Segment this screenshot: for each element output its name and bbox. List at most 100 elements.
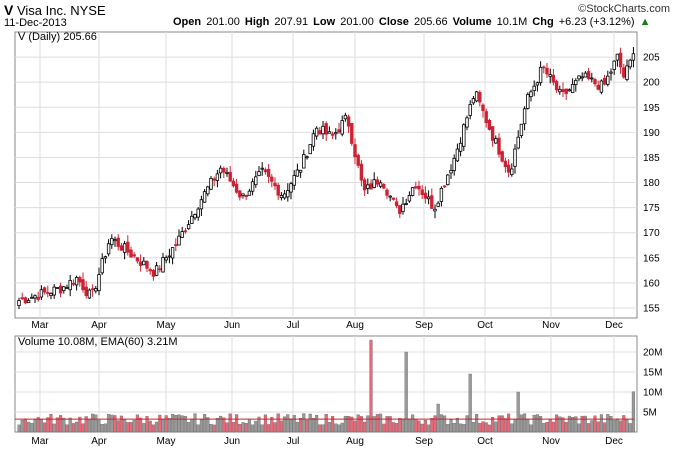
price-tick-label: 170: [643, 228, 660, 239]
candle-body: [308, 144, 312, 155]
candle-body: [241, 193, 245, 196]
candle-body: [282, 193, 287, 199]
volume-bar: [503, 418, 507, 433]
volume-label: Volume: [452, 16, 492, 28]
volume-bar: [196, 424, 200, 433]
volume-bar: [241, 422, 245, 433]
volume-month-label: Sep: [415, 436, 433, 447]
candle-body: [414, 186, 418, 189]
volume-bar: [468, 373, 472, 433]
candle-body: [503, 160, 508, 168]
candle-body: [510, 168, 514, 176]
volume-bar: [180, 415, 184, 433]
candle-body: [455, 148, 460, 162]
candle-body: [401, 203, 405, 212]
candle-body: [564, 88, 568, 95]
candle-body: [372, 179, 376, 188]
candle-body: [321, 125, 325, 135]
volume-bar: [593, 415, 597, 433]
volume-bar: [158, 414, 162, 433]
candle-body: [129, 249, 133, 258]
volume-bar: [372, 416, 376, 433]
volume-bar: [129, 422, 133, 433]
volume-bar: [206, 417, 210, 433]
volume-bar: [279, 420, 283, 433]
candle-body: [398, 205, 402, 215]
volume-bar: [119, 415, 123, 433]
volume-bar: [331, 416, 335, 433]
volume-bar: [420, 423, 424, 433]
candle-body: [359, 163, 364, 181]
volume-bar: [318, 424, 322, 433]
volume-month-label: Oct: [477, 436, 493, 447]
candle-body: [39, 289, 44, 298]
candle-body: [609, 71, 613, 74]
price-month-label: Jul: [287, 320, 300, 331]
chg-value: +6.23 (+3.12%): [558, 16, 635, 28]
candle-body: [145, 260, 149, 269]
volume-bar: [20, 420, 24, 433]
open-label: Open: [173, 16, 202, 28]
candle-body: [212, 178, 216, 181]
candle-body: [122, 243, 127, 253]
candle-body: [350, 122, 354, 144]
symbol-title: V Visa Inc. NYSE: [4, 2, 106, 18]
candle-body: [244, 194, 248, 198]
volume-bar: [475, 413, 479, 433]
candle-body: [151, 270, 156, 277]
candle-body: [100, 258, 104, 274]
volume-bar: [302, 413, 306, 433]
volume-bar: [151, 424, 155, 433]
exchange-name: NYSE: [70, 3, 106, 18]
volume-bar: [363, 421, 367, 433]
volume-bar: [471, 422, 475, 433]
candle-body: [478, 92, 482, 103]
candle-body: [353, 144, 357, 158]
volume-bar: [183, 415, 187, 433]
volume-bar: [75, 421, 79, 433]
candle-body: [599, 80, 604, 93]
candle-body: [292, 175, 296, 186]
volume-bar: [283, 416, 287, 433]
volume-bar: [583, 415, 587, 433]
candle-body: [183, 230, 188, 233]
volume-bar: [161, 419, 165, 433]
price-tick-label: 180: [643, 178, 660, 189]
candle-body: [228, 172, 232, 182]
volume-bar: [417, 420, 421, 433]
candle-body: [193, 214, 197, 219]
volume-bar: [452, 423, 456, 433]
candle-body: [554, 81, 559, 91]
volume-bars: [17, 339, 635, 433]
volume-bar: [356, 414, 360, 433]
volume-bar: [625, 419, 629, 433]
volume-bar: [484, 422, 488, 433]
volume-bar: [174, 415, 178, 433]
candle-body: [574, 79, 578, 85]
candle-body: [55, 287, 60, 289]
price-tick-label: 175: [643, 203, 660, 214]
candle-body: [132, 254, 136, 257]
volume-bar: [567, 415, 571, 433]
volume-bar: [430, 418, 434, 433]
candle-body: [404, 203, 408, 205]
volume-bar: [177, 414, 181, 433]
candle-body: [126, 241, 130, 253]
candle-body: [209, 178, 213, 190]
candle-body: [612, 60, 616, 70]
candle-body: [81, 279, 85, 291]
volume-bar: [199, 419, 203, 433]
candle-body: [94, 288, 98, 292]
price-legend: V (Daily) 205.66: [18, 31, 97, 43]
candle-body: [391, 197, 396, 200]
volume-bar: [599, 414, 603, 433]
volume-bar: [267, 424, 271, 433]
candle-body: [529, 91, 533, 98]
price-month-label: Mar: [31, 320, 49, 331]
volume-bar: [289, 418, 293, 433]
candle-body: [593, 79, 597, 85]
candle-body: [42, 287, 47, 293]
volume-bar: [427, 424, 431, 433]
candle-body: [522, 108, 527, 125]
volume-bar: [238, 423, 242, 433]
